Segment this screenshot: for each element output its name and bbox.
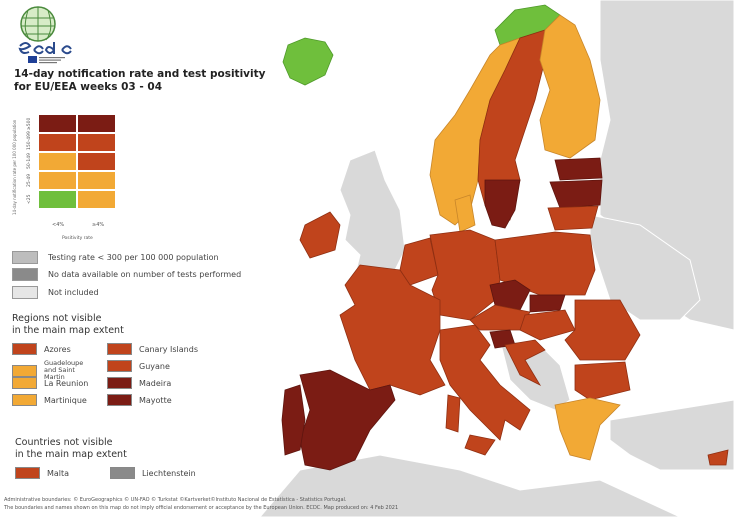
legend-swatch bbox=[110, 467, 135, 479]
north-africa-land bbox=[259, 454, 681, 517]
matrix-cell bbox=[38, 114, 77, 133]
denmark bbox=[454, 194, 476, 233]
legend-label: No data available on number of tests per… bbox=[48, 270, 242, 279]
legend-swatch bbox=[12, 364, 37, 377]
legend-label: Malta bbox=[47, 468, 70, 478]
legend-label: Martinique bbox=[44, 395, 87, 405]
legend-item: La Reunion bbox=[12, 377, 88, 389]
croatia bbox=[504, 339, 546, 386]
legend-swatch bbox=[107, 360, 132, 372]
sweden-south bbox=[484, 179, 521, 229]
legend-testing-rate: Testing rate < 300 per 100 000 populatio… bbox=[12, 251, 219, 264]
legend-swatch bbox=[12, 251, 38, 264]
title-line-2: for EU/EEA weeks 03 - 04 bbox=[14, 81, 162, 93]
regions-heading-line-2: in the main map extent bbox=[12, 325, 124, 336]
matrix-cell bbox=[77, 133, 116, 152]
matrix-x-label: ≥4% bbox=[92, 222, 105, 228]
legend-label: Madeira bbox=[139, 378, 172, 388]
matrix-x-label: <4% bbox=[52, 222, 65, 228]
greece bbox=[554, 397, 621, 461]
countries-heading-line-1: Countries not visible bbox=[15, 437, 113, 448]
legend-item: Madeira bbox=[107, 377, 171, 389]
matrix-y-label: 150-499 bbox=[27, 131, 32, 150]
slovakia bbox=[529, 294, 566, 313]
bulgaria bbox=[574, 361, 631, 401]
matrix-cell bbox=[77, 171, 116, 190]
france bbox=[339, 264, 446, 396]
turkey-land bbox=[609, 399, 734, 471]
footer-line-2: The boundaries and names shown on this m… bbox=[4, 505, 399, 511]
legend-item: Martinique bbox=[12, 394, 87, 406]
legend-label: Testing rate < 300 per 100 000 populatio… bbox=[48, 253, 219, 262]
legend-matrix bbox=[38, 114, 120, 209]
legend-item: Guadeloupe and Saint Martin bbox=[12, 360, 96, 381]
legend-swatch bbox=[15, 467, 40, 479]
romania bbox=[564, 299, 641, 361]
countries-heading: Countries not visible in the main map ex… bbox=[15, 437, 127, 461]
legend-not-included: Not included bbox=[12, 286, 99, 299]
legend-swatch bbox=[12, 343, 37, 355]
matrix-y-label: ≥500 bbox=[27, 117, 32, 130]
lithuania bbox=[547, 205, 599, 231]
matrix-y-axis-title: 14-day notification rate per 100 000 pop… bbox=[12, 119, 17, 215]
matrix-y-label: 50-149 bbox=[27, 153, 32, 169]
matrix-x-axis-title: Positivity rate bbox=[62, 236, 93, 241]
legend-item: Azores bbox=[12, 343, 71, 355]
legend-no-data: No data available on number of tests per… bbox=[12, 268, 241, 281]
matrix-cell bbox=[38, 133, 77, 152]
iceland bbox=[282, 37, 334, 86]
footer-attribution: Administrative boundaries: © EuroGeograp… bbox=[4, 496, 398, 512]
finland bbox=[539, 14, 601, 159]
matrix-cell bbox=[38, 152, 77, 171]
legend-label: Liechtenstein bbox=[142, 468, 196, 478]
legend-item: Canary Islands bbox=[107, 343, 198, 355]
legend-swatch bbox=[107, 394, 132, 406]
matrix-y-label: <25 bbox=[27, 194, 32, 205]
legend-label: Azores bbox=[44, 344, 71, 354]
germany bbox=[429, 229, 501, 321]
italy bbox=[439, 324, 531, 441]
belarus-ukraine-land bbox=[589, 214, 701, 321]
matrix-cell bbox=[38, 190, 77, 209]
matrix-cell bbox=[77, 152, 116, 171]
legend-swatch bbox=[107, 343, 132, 355]
regions-heading: Regions not visible in the main map exte… bbox=[12, 313, 124, 337]
legend-label: Guadeloupe and Saint Martin bbox=[44, 359, 84, 381]
legend-item: Mayotte bbox=[107, 394, 172, 406]
sardinia bbox=[445, 394, 461, 433]
legend-label: Guyane bbox=[139, 361, 170, 371]
legend-swatch bbox=[12, 377, 37, 389]
map-title: 14-day notification rate and test positi… bbox=[14, 68, 265, 94]
portugal bbox=[281, 384, 306, 456]
footer-line-1: Administrative boundaries: © EuroGeograp… bbox=[4, 497, 347, 503]
matrix-y-label: 25-49 bbox=[27, 173, 32, 188]
sicily bbox=[464, 434, 496, 456]
legend-swatch bbox=[12, 286, 38, 299]
czechia bbox=[489, 279, 531, 311]
matrix-cell bbox=[77, 114, 116, 133]
legend-swatch bbox=[12, 394, 37, 406]
estonia bbox=[554, 157, 603, 181]
latvia bbox=[549, 179, 603, 209]
legend-item: Guyane bbox=[107, 360, 170, 372]
regions-heading-line-1: Regions not visible bbox=[12, 313, 102, 324]
ireland bbox=[299, 211, 341, 259]
legend-item: Liechtenstein bbox=[110, 467, 196, 479]
legend-label: Not included bbox=[48, 288, 99, 297]
legend-swatch bbox=[12, 268, 38, 281]
legend-swatch bbox=[107, 377, 132, 389]
matrix-cell bbox=[38, 171, 77, 190]
netherlands-belgium bbox=[399, 237, 439, 286]
legend-label: La Reunion bbox=[44, 378, 89, 388]
legend-label: Mayotte bbox=[139, 395, 172, 405]
countries-heading-line-2: in the main map extent bbox=[15, 449, 127, 460]
legend-item: Malta bbox=[15, 467, 69, 479]
title-line-1: 14-day notification rate and test positi… bbox=[14, 68, 266, 80]
cyprus bbox=[707, 449, 729, 466]
legend-label: Canary Islands bbox=[139, 344, 198, 354]
ecdc-logo bbox=[18, 6, 72, 64]
matrix-cell bbox=[77, 190, 116, 209]
hungary bbox=[519, 309, 576, 341]
